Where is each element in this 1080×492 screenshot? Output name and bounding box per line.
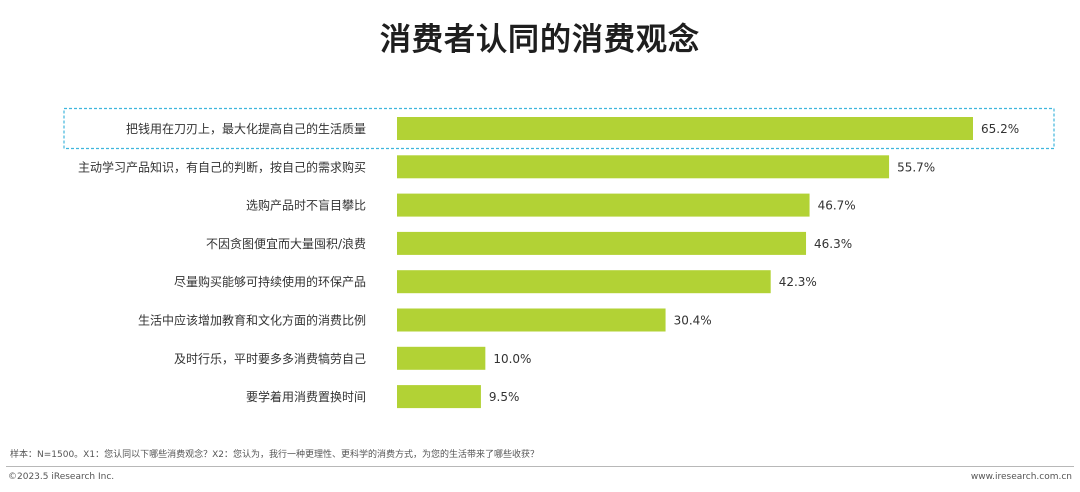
bar — [397, 231, 807, 255]
value-label: 9.5% — [489, 390, 520, 404]
category-label: 及时行乐，平时要多多消费犒劳自己 — [174, 351, 366, 366]
bar-chart: 把钱用在刀刃上，最大化提高自己的生活质量 65.2% 主动学习产品知识，有自己的判断… — [63, 107, 1055, 409]
value-label: 42.3% — [779, 275, 817, 289]
bar — [397, 270, 771, 294]
value-label: 55.7% — [897, 160, 935, 174]
bar — [397, 346, 486, 370]
category-label: 主动学习产品知识，有自己的判断，按自己的需求购买 — [78, 159, 366, 174]
category-label: 选购产品时不盲目攀比 — [246, 198, 366, 213]
value-label: 65.2% — [981, 122, 1019, 136]
value-label: 30.4% — [674, 314, 712, 328]
category-label: 不因贪图便宜而大量囤积/浪费 — [206, 236, 366, 251]
category-label: 把钱用在刀刃上，最大化提高自己的生活质量 — [126, 121, 366, 136]
copyright-text: ©2023.5 iResearch Inc. — [8, 472, 115, 482]
value-label: 10.0% — [493, 352, 531, 366]
category-label: 尽量购买能够可持续使用的环保产品 — [174, 274, 366, 289]
highlight-box — [63, 107, 1055, 150]
bar — [397, 193, 810, 217]
category-label: 生活中应该增加教育和文化方面的消费比例 — [138, 313, 366, 328]
value-label: 46.7% — [818, 199, 856, 213]
bar — [397, 308, 666, 332]
category-label: 要学着用消费置换时间 — [246, 389, 366, 404]
website-url: www.iresearch.com.cn — [970, 472, 1072, 482]
bar — [397, 385, 481, 409]
sample-note: 样本：N=1500。X1：您认同以下哪些消费观念？X2：您认为，我行一种更理性、… — [10, 450, 539, 460]
value-label: 46.3% — [814, 237, 852, 251]
bar — [397, 117, 973, 140]
page-title: 消费者认同的消费观念 — [380, 22, 700, 58]
footer-divider — [6, 466, 1074, 467]
bar — [397, 155, 890, 179]
